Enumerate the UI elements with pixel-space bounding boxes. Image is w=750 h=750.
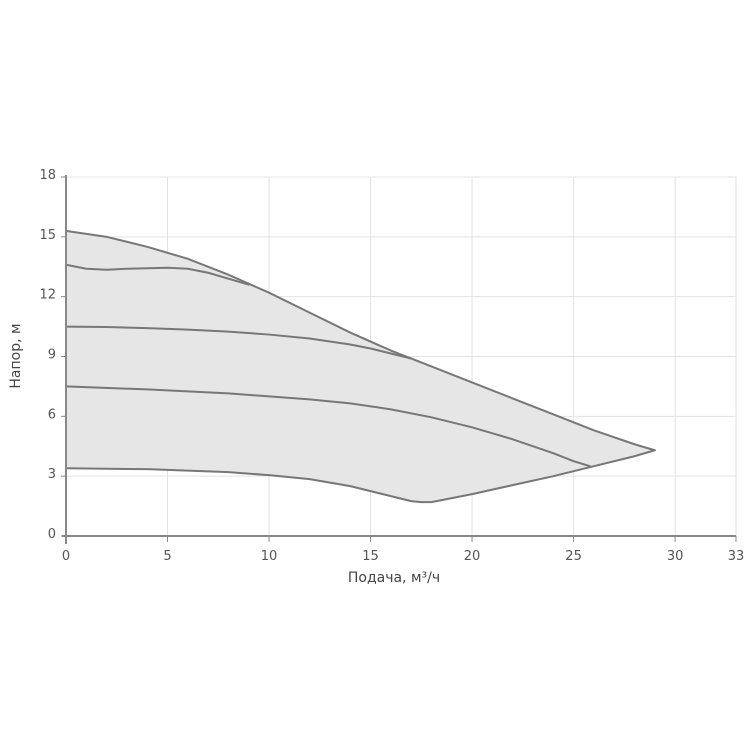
x-tick-label: 25 [565,549,582,564]
pump-curve-1 [65,229,656,452]
y-tick-label: 3 [48,467,56,482]
y-tick-label: 18 [39,168,56,183]
pump-curve-5 [65,449,656,504]
x-tick-label: 33 [728,549,745,564]
y-tick-label: 6 [48,407,56,422]
x-tick-labels: 0 5 10 15 20 25 30 33 [62,549,744,564]
x-tick-label: 30 [667,549,684,564]
x-tick-label: 15 [362,549,379,564]
pump-curve-2 [65,263,250,286]
y-tick-label: 15 [39,228,56,243]
operating-area-fill [66,230,655,503]
pump-curves [65,229,656,504]
pump-curve-3 [65,325,413,360]
x-tick-label: 0 [62,549,70,564]
y-tick-label: 9 [48,348,56,363]
pump-curve-4 [65,385,591,468]
y-tick-label: 0 [48,527,56,542]
x-tick-label: 5 [163,549,171,564]
axes [61,175,737,544]
y-tick-label: 12 [39,288,56,303]
x-tick-label: 10 [261,549,278,564]
x-axis-title: Подача, м³/ч [348,570,440,586]
x-tick-label: 20 [464,549,481,564]
y-axis-title: Напор, м [8,323,24,388]
y-tick-labels: 0 3 6 9 12 15 18 [39,168,56,542]
